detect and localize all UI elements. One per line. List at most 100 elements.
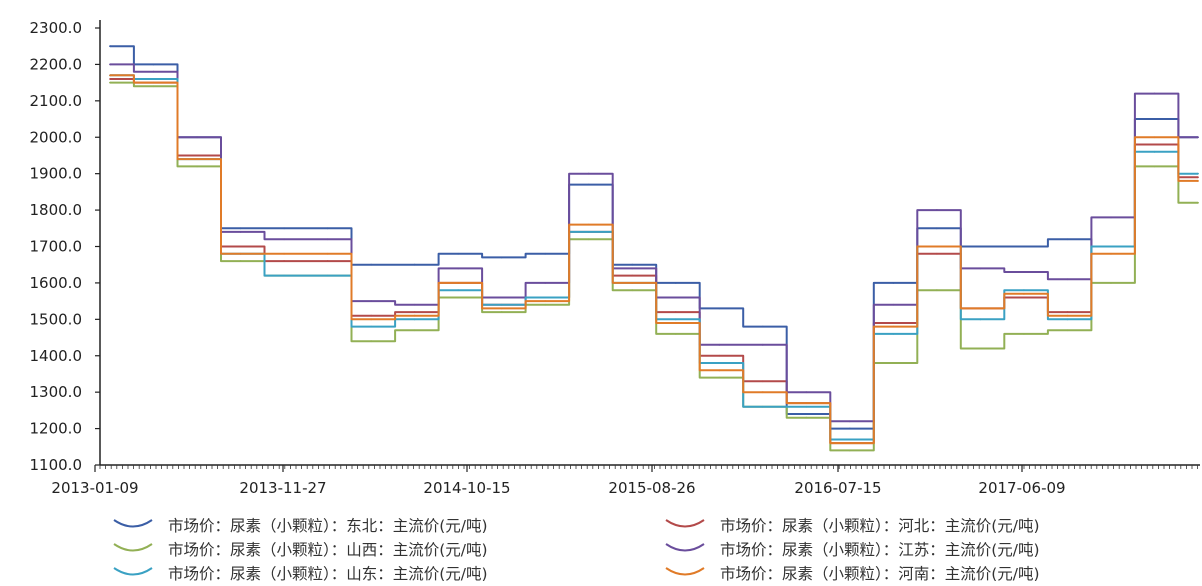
data-point (109, 74, 111, 77)
data-point (1153, 92, 1156, 95)
legend-item: 市场价：尿素（小颗粒）：江苏：主流价(元/吨) (664, 538, 1040, 560)
data-point (500, 311, 503, 313)
data-point (1110, 252, 1112, 255)
data-point (1066, 314, 1069, 317)
x-tick-label: 2016-07-15 (794, 479, 881, 497)
y-tick-label: 1800.0 (30, 201, 83, 219)
y-tick-label: 1200.0 (30, 420, 83, 438)
data-point (1153, 165, 1156, 168)
data-point (761, 391, 764, 394)
data-point (196, 158, 198, 161)
legend-swatch (113, 519, 153, 528)
data-point (674, 318, 677, 321)
data-point (1153, 150, 1156, 153)
data-point (674, 296, 677, 299)
legend-swatch (665, 519, 705, 528)
data-point (196, 154, 198, 157)
data-point (544, 282, 547, 284)
data-point (196, 165, 198, 168)
data-point (1023, 245, 1025, 248)
data-point (587, 183, 590, 186)
data-point (674, 333, 677, 335)
data-point (1153, 118, 1156, 120)
data-point (1066, 329, 1069, 332)
data-point (631, 263, 634, 266)
data-point (892, 303, 895, 306)
y-tick-label: 1600.0 (30, 274, 83, 292)
legend-item: 市场价：尿素（小颗粒）：河北：主流价(元/吨) (664, 514, 1040, 536)
data-point (718, 343, 721, 346)
y-tick-label: 1700.0 (30, 238, 83, 256)
data-point (1066, 311, 1069, 313)
data-point (500, 307, 503, 310)
data-point (674, 322, 677, 324)
data-point (500, 303, 503, 306)
data-point (979, 318, 982, 321)
data-point (283, 227, 285, 230)
data-point (892, 322, 895, 324)
series-line-0 (110, 45, 1198, 430)
x-tick-label: 2013-11-27 (239, 479, 326, 497)
legend-label: 市场价：尿素（小颗粒）：东北：主流价(元/吨) (168, 517, 488, 535)
data-point (718, 307, 721, 310)
data-point (1110, 282, 1112, 284)
data-point (631, 289, 634, 292)
data-point (457, 296, 460, 299)
data-point (674, 311, 677, 313)
data-point (109, 81, 111, 84)
data-point (805, 391, 808, 394)
legend-label: 市场价：尿素（小颗粒）：江苏：主流价(元/吨) (720, 541, 1040, 559)
data-point (805, 402, 808, 404)
data-point (848, 442, 851, 445)
data-point (1023, 271, 1025, 273)
data-point (1066, 278, 1069, 281)
data-point (370, 340, 373, 343)
y-tick-label: 1400.0 (30, 347, 83, 365)
data-point (544, 300, 547, 303)
data-point (587, 223, 590, 226)
data-point (631, 274, 634, 277)
data-point (935, 252, 938, 255)
data-point (1023, 292, 1025, 295)
legend-swatch (113, 543, 153, 552)
data-point (370, 300, 373, 303)
data-point (326, 274, 329, 277)
data-point (1023, 289, 1025, 292)
data-point (1153, 143, 1156, 146)
data-point (544, 296, 547, 299)
series-line-5 (110, 74, 1198, 445)
legend-label: 市场价：尿素（小颗粒）：河南：主流价(元/吨) (720, 565, 1040, 583)
data-point (500, 256, 503, 259)
data-point (892, 362, 895, 364)
data-point (935, 289, 938, 292)
data-point (457, 282, 460, 284)
y-tick-label: 1500.0 (30, 310, 83, 328)
data-point (457, 252, 460, 255)
data-point (805, 416, 808, 419)
data-point (587, 238, 590, 241)
data-point (413, 329, 416, 332)
data-point (109, 45, 111, 48)
data-point (718, 369, 721, 372)
data-point (848, 420, 851, 423)
y-tick-label: 2300.0 (30, 19, 83, 37)
data-point (1023, 296, 1025, 299)
data-point (457, 289, 460, 292)
series-line-2 (110, 81, 1198, 452)
legend-label: 市场价：尿素（小颗粒）：山西：主流价(元/吨) (168, 541, 488, 559)
data-point (413, 318, 416, 321)
x-axis: 2013-01-09 2013-11-27 2014-10-15 2015-08-26… (51, 464, 1200, 497)
data-point (544, 252, 547, 255)
y-tick-label: 1100.0 (30, 456, 83, 474)
legend-label: 市场价：尿素（小颗粒）：山东：主流价(元/吨) (168, 565, 488, 583)
data-point (457, 267, 460, 270)
data-point (413, 314, 416, 317)
data-point (152, 85, 155, 88)
data-point (152, 81, 155, 84)
series-line-4 (110, 74, 1198, 441)
data-point (1197, 172, 1199, 175)
data-point (587, 231, 590, 233)
data-point (413, 263, 416, 266)
line-chart: 2300.0 2200.0 2100.0 2000.0 1900.0 1800.0 1700… (30, 19, 1200, 497)
data-point (935, 209, 938, 211)
